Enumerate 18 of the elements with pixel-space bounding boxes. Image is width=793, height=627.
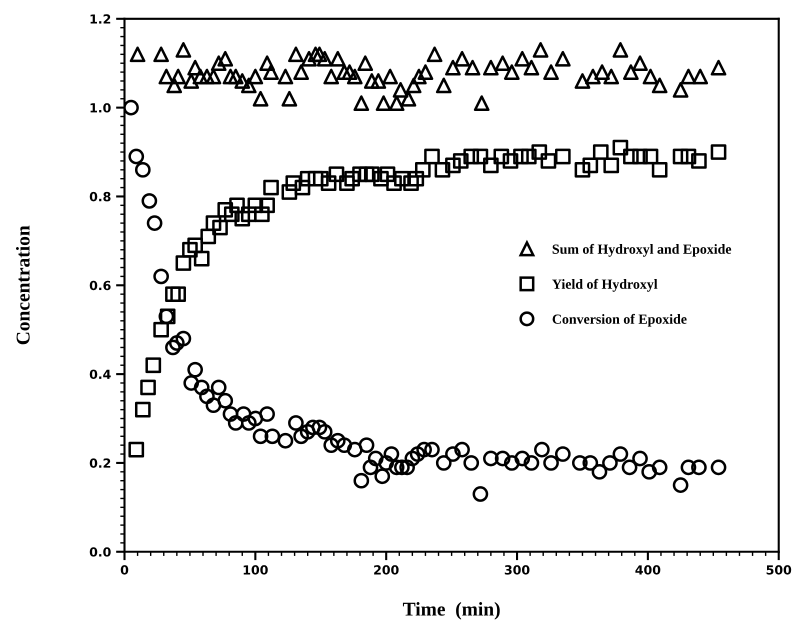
y-tick-label: 0.2	[90, 458, 110, 468]
y-tick-label: 1.2	[90, 14, 110, 24]
x-axis-title: Time (min)	[402, 602, 500, 620]
x-tick-label: 200	[374, 565, 399, 575]
legend-label: Conversion of Epoxide	[552, 314, 687, 327]
x-tick-label: 300	[504, 565, 530, 575]
x-tick-label: 400	[635, 565, 660, 575]
x-tick-label: 100	[244, 565, 268, 575]
legend-label: Yield of Hydroxyl	[552, 278, 658, 292]
x-tick-label: 0	[120, 565, 128, 575]
y-tick-label: 0.8	[90, 192, 111, 202]
y-axis-title: Concentration	[16, 226, 30, 344]
y-tick-label: 0.6	[90, 280, 111, 290]
x-tick-label: 500	[766, 565, 792, 575]
y-tick-label: 1.0	[90, 103, 111, 113]
y-tick-label: 0.4	[90, 370, 111, 380]
y-tick-label: 0.0	[90, 547, 111, 557]
legend-label: Sum of Hydroxyl and Epoxide	[552, 244, 732, 257]
